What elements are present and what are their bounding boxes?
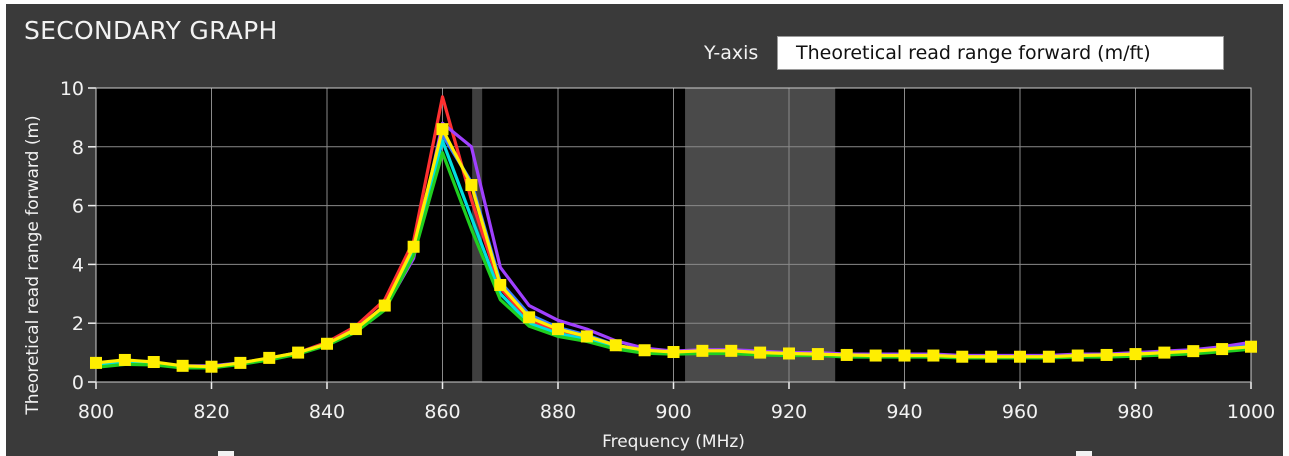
data-point-marker [90,356,102,369]
yaxis-selector[interactable]: Theoretical read range forward (m/ft) [777,36,1224,70]
y-axis-title: Theoretical read range forward (m) [23,115,43,415]
data-point-marker [580,330,593,343]
data-point-marker [494,278,507,291]
data-point-marker [1071,349,1084,362]
x-tick-label: 920 [771,401,807,423]
x-tick-label: 820 [193,401,229,423]
highlight-band [685,88,836,382]
y-tick-label: 10 [60,78,84,100]
data-point-marker [378,299,391,312]
y-tick-label: 2 [72,313,84,335]
x-tick-label: 980 [1117,401,1153,423]
data-point-marker [552,323,564,336]
data-point-marker [840,348,853,361]
x-tick-label: 860 [424,401,460,423]
data-point-marker [1014,350,1026,363]
y-tick-label: 6 [72,196,84,218]
data-point-marker [1100,348,1113,361]
data-point-marker [205,360,218,373]
data-point-marker [234,356,247,369]
data-point-marker [811,348,824,361]
data-point-marker [292,346,305,359]
x-tick-label: 880 [540,401,576,423]
y-tick-label: 8 [72,137,84,159]
data-point-marker [1158,346,1171,359]
data-point-marker [1216,343,1229,356]
range-handle-right[interactable] [1076,451,1092,456]
data-point-marker [696,344,709,357]
data-point-marker [321,337,333,350]
data-point-marker [1129,348,1142,361]
x-tick-label: 840 [309,401,345,423]
x-tick-label: 800 [78,401,114,423]
x-tick-label: 1000 [1227,401,1275,423]
data-point-marker [667,346,680,359]
data-point-marker [927,349,940,362]
plot-frame [95,87,1252,383]
data-point-marker [465,179,478,192]
data-point-marker [754,346,767,359]
data-point-marker [147,356,160,369]
range-handle-left[interactable] [218,451,234,456]
data-point-marker [725,344,738,357]
data-point-marker [436,123,449,136]
data-point-marker [783,347,795,360]
x-tick-label: 900 [655,401,691,423]
y-tick-label: 0 [72,372,84,394]
data-point-marker [523,311,536,324]
data-point-marker [956,350,969,363]
data-point-marker [609,339,622,352]
data-point-marker [407,240,420,253]
data-point-marker [638,344,651,357]
data-point-marker [1245,340,1257,353]
graph-title: SECONDARY GRAPH [24,16,278,45]
data-point-marker [1042,350,1055,363]
data-point-marker [349,323,362,336]
data-point-marker [263,351,276,364]
x-axis-title: Frequency (MHz) [602,432,745,452]
y-tick-label: 4 [72,254,84,276]
data-point-marker [118,353,131,366]
data-point-marker [1187,345,1200,358]
data-point-marker [176,359,189,372]
x-tick-label: 960 [1002,401,1038,423]
data-point-marker [898,349,911,362]
data-point-marker [869,349,882,362]
yaxis-control-label: Y-axis [704,42,759,64]
x-tick-label: 940 [886,401,922,423]
data-point-marker [985,350,998,363]
